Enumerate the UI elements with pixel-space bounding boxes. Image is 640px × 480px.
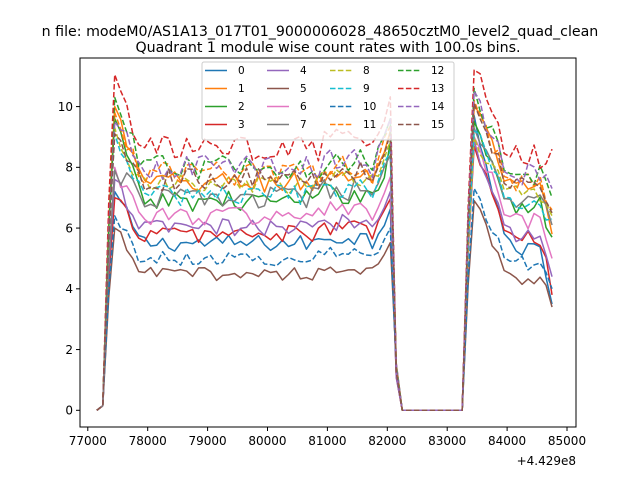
series-line-15	[96, 102, 553, 412]
legend-label-11: 11	[363, 119, 376, 131]
series-line-0	[96, 114, 553, 412]
x-tick-label: 83000	[428, 434, 466, 448]
legend-label-13: 13	[431, 83, 444, 95]
legend-label-14: 14	[431, 101, 445, 113]
y-tick-label: 4	[65, 282, 73, 296]
legend-label-4: 4	[300, 65, 307, 77]
y-tick-label: 6	[65, 221, 73, 235]
y-axis: 0 2 4 6 8 10	[58, 100, 80, 418]
series-line-4	[96, 139, 553, 412]
legend-label-2: 2	[238, 101, 245, 113]
legend-label-9: 9	[363, 83, 370, 95]
figure-suptitle: n file: modeM0/AS1A13_017T01_9000006028_…	[42, 24, 599, 40]
y-tick-label: 2	[65, 343, 73, 357]
x-tick-label: 78000	[129, 434, 167, 448]
plot-lines	[96, 69, 553, 412]
series-line-10	[96, 187, 553, 412]
legend-label-7: 7	[300, 119, 307, 131]
legend-label-3: 3	[238, 119, 245, 131]
x-tick-label: 82000	[368, 434, 406, 448]
series-line-3	[96, 145, 553, 412]
legend-label-1: 1	[238, 83, 245, 95]
series-line-1	[96, 105, 553, 412]
legend-label-12: 12	[431, 65, 444, 77]
legend-label-8: 8	[363, 65, 370, 77]
legend-label-5: 5	[300, 83, 307, 95]
legend-label-0: 0	[238, 65, 245, 77]
legend-label-15: 15	[431, 119, 444, 131]
chart-title: Quadrant 1 module wise count rates with …	[135, 40, 520, 56]
x-tick-label: 79000	[189, 434, 227, 448]
series-line-2	[96, 117, 553, 412]
series-line-9	[96, 130, 553, 412]
series-line-7	[96, 127, 553, 412]
y-tick-label: 10	[58, 100, 73, 114]
series-line-14	[96, 90, 553, 412]
legend-label-6: 6	[300, 101, 307, 113]
x-tick-label: 77000	[69, 434, 107, 448]
x-tick-label: 80000	[248, 434, 286, 448]
series-line-6	[96, 136, 553, 412]
series-line-5	[96, 199, 553, 412]
series-line-8	[96, 127, 553, 412]
x-axis: 77000 78000 79000 80000 81000 82000 83000 84000…	[69, 427, 586, 448]
legend-label-10: 10	[363, 101, 376, 113]
x-offset-label: +4.429e8	[517, 454, 576, 468]
x-tick-label: 84000	[488, 434, 526, 448]
x-tick-label: 85000	[548, 434, 586, 448]
x-tick-label: 81000	[308, 434, 346, 448]
legend-frame	[201, 61, 455, 141]
plot-frame	[79, 57, 577, 428]
y-tick-label: 0	[65, 404, 73, 418]
y-tick-label: 8	[65, 161, 73, 175]
